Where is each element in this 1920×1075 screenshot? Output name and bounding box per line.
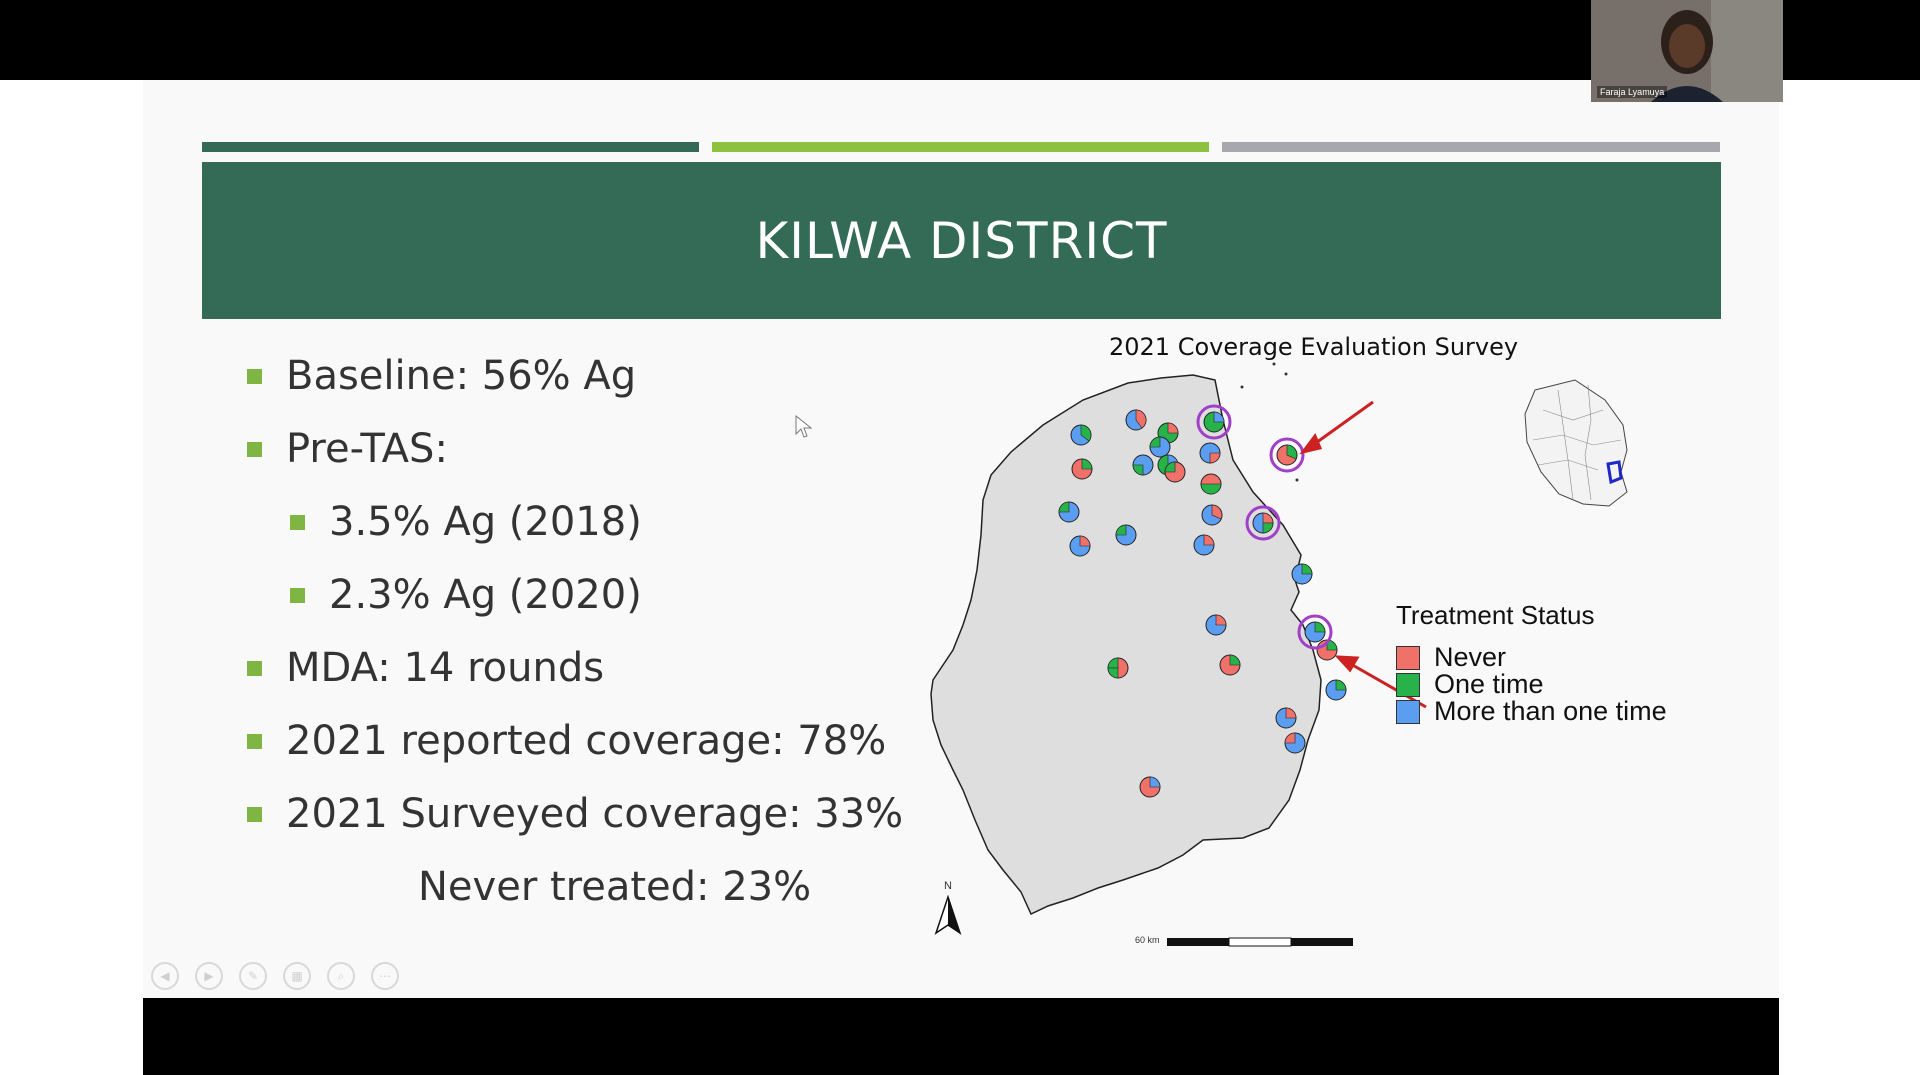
survey-site-pie [1199,442,1221,464]
title-rule-grey [1222,142,1720,152]
kilwa-district-shape [930,374,1322,916]
arrow-head [1299,433,1323,455]
survey-site-pie [1284,732,1306,754]
highlight-ring [1196,404,1232,440]
map-title: 2021 Coverage Evaluation Survey [1109,333,1519,361]
island-dot [1284,372,1288,376]
kilwa-highlight-inset [1606,460,1623,485]
survey-site-pie [1201,504,1223,526]
survey-site-pie [1132,454,1154,476]
bullet-text: 2021 Surveyed coverage: 33% [286,791,904,837]
legend-title: Treatment Status [1396,600,1595,630]
highlight-ring [1297,614,1333,650]
legend-label: More than one time [1434,696,1667,726]
highlight-ring [1245,505,1281,541]
scale-label: 60 km [1135,935,1160,945]
bullet-marker [247,806,262,822]
survey-site-pie [1304,621,1326,643]
bullet-baseline: Baseline: 56% Ag [247,353,636,399]
survey-site-pie [1203,411,1225,433]
survey-site-pie [1193,534,1215,556]
more-icon[interactable]: ⋯ [371,962,399,990]
survey-site-pie [1205,614,1227,636]
survey-site-pie [1139,776,1161,798]
never-treated-note: Never treated: 23% [418,864,812,910]
slide-title: KILWA DISTRICT [755,211,1168,270]
survey-site-pie [1200,473,1222,495]
bullet-text: 2021 reported coverage: 78% [286,718,887,764]
bullet-marker [247,441,262,457]
arrow-head [1334,655,1360,673]
pen-icon[interactable]: ✎ [239,962,267,990]
bullet-mda: MDA: 14 rounds [247,645,604,691]
survey-site-pie [1276,444,1298,466]
bullet-pre-tas-2018: 3.5% Ag (2018) [290,499,642,545]
legend-swatch [1396,699,1420,724]
north-arrow-icon [934,894,962,935]
coverage-map [930,362,1628,947]
slides-icon[interactable]: ▦ [283,962,311,990]
survey-site-pie [1070,424,1092,446]
bullet-text: 3.5% Ag (2018) [329,499,642,545]
north-label: N [944,880,952,892]
bullet-marker [290,587,305,603]
survey-site-pie [1275,707,1297,729]
mouse-cursor-icon [795,415,813,438]
title-banner: KILWA DISTRICT [202,162,1721,319]
next-icon[interactable]: ▶ [195,962,223,990]
video-bottom-letterbox [143,998,1779,1075]
bullet-marker [290,514,305,530]
bullet-reported-coverage: 2021 reported coverage: 78% [247,718,886,764]
legend-swatch [1396,672,1420,697]
legend-item-more-than-one: More than one time [1396,696,1667,727]
title-rule-light-green [712,142,1209,152]
scale-bar [1167,937,1353,947]
bullet-text: Pre-TAS: [286,426,448,472]
survey-site-pie [1325,679,1347,701]
survey-site-pie [1164,461,1186,483]
legend-swatch [1396,645,1420,670]
legend-label: One time [1434,669,1544,699]
island-dot [1240,385,1244,389]
participant-name: Faraja Lyamuya [1597,86,1668,98]
highlight-ring [1269,437,1305,473]
highlighted-sites [1196,404,1333,650]
survey-site-pie [1071,458,1093,480]
bullet-pre-tas: Pre-TAS: [247,426,448,472]
survey-site-pie [1107,657,1129,679]
survey-site-pie [1291,563,1313,585]
bullet-surveyed-coverage: 2021 Surveyed coverage: 33% [247,791,903,837]
island-dot [1272,362,1276,366]
island-dot [1295,478,1299,482]
legend-item-one-time: One time [1396,669,1544,700]
zoom-icon[interactable]: ⌕ [327,962,355,990]
participant-avatar [1591,0,1783,102]
bullet-text: 2.3% Ag (2020) [329,572,642,618]
legend-item-never: Never [1396,642,1506,673]
arrow-line [1312,400,1374,447]
bullet-marker [247,368,262,384]
legend-label: Never [1434,642,1507,672]
bullet-pre-tas-2020: 2.3% Ag (2020) [290,572,642,618]
survey-site-pie [1149,436,1171,458]
survey-site-pie [1125,409,1147,431]
survey-site-pie [1058,501,1080,523]
participant-video-tile[interactable]: Faraja Lyamuya [1591,0,1783,102]
survey-site-pie [1115,524,1137,546]
tanzania-inset-map [1524,379,1628,507]
bullet-marker [247,733,262,749]
previous-icon[interactable]: ◀ [151,962,179,990]
bullet-marker [247,660,262,676]
bullet-text: Baseline: 56% Ag [286,353,637,399]
survey-site-pie [1219,654,1241,676]
bullet-text: MDA: 14 rounds [286,645,605,691]
presentation-slide: KILWA DISTRICT Baseline: 56% Ag Pre-TAS:… [143,80,1779,998]
survey-site-pie [1252,512,1274,534]
survey-site-pie [1069,535,1091,557]
title-rule-dark-green [202,142,699,152]
